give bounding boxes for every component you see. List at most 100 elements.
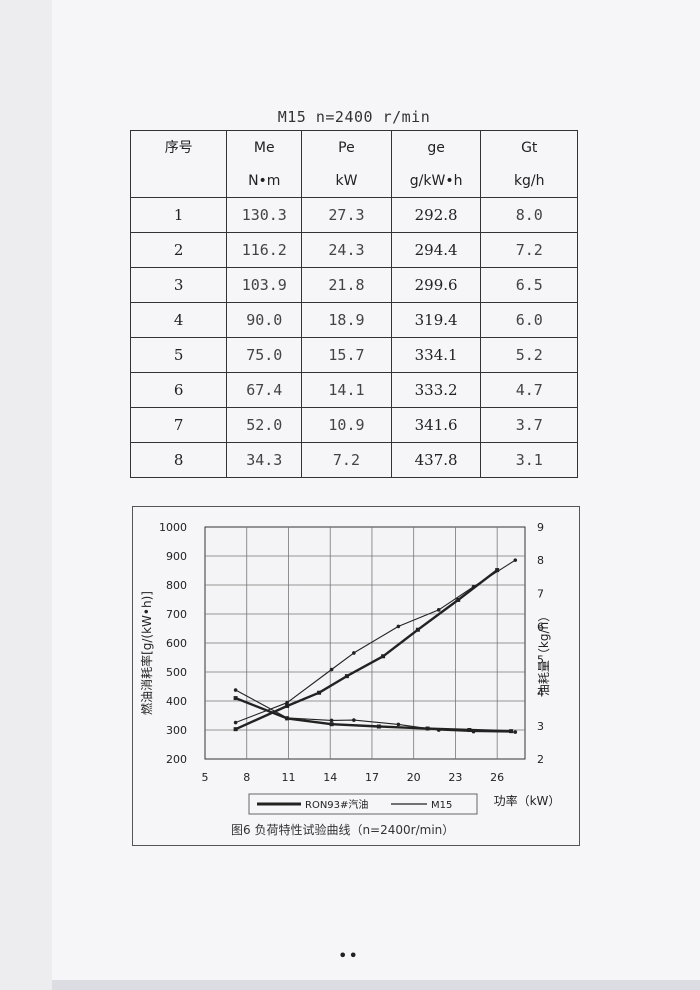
unit-pe: kW (301, 164, 392, 198)
header-pe: Pe (301, 130, 392, 164)
table-row: 4 90.0 18.9 319.4 6.0 (129, 302, 578, 338)
data-point-m15 (436, 608, 441, 612)
cell-index: 1 (129, 197, 228, 233)
data-point-m15 (471, 584, 476, 589)
data-point-m15 (513, 558, 518, 562)
cell-ge: 292.8 (390, 197, 482, 233)
cell-gt: 3.1 (480, 442, 578, 478)
x-tick-label: 14 (323, 771, 337, 784)
x-axis-label: 功率（kW） (494, 793, 561, 808)
data-point-ron93 (285, 703, 290, 708)
cell-me: 67.4 (226, 372, 303, 408)
cell-me: 90.0 (226, 302, 303, 338)
table-title: M15 n=2400 r/min (277, 108, 431, 126)
chart-legend: RON93#汽油 M15 (248, 793, 478, 815)
data-point-ron93 (329, 722, 334, 727)
data-point-m15 (329, 718, 334, 723)
data-point-m15 (233, 720, 238, 725)
data-point-ron93 (344, 674, 349, 679)
data-point-ron93 (233, 696, 238, 701)
data-point-ron93 (456, 597, 461, 602)
y-left-tick-label: 900 (166, 550, 187, 563)
data-point-ron93 (317, 690, 322, 695)
unit-ge: g/kW•h (390, 164, 482, 198)
y-right-tick-label: 9 (537, 521, 544, 534)
table-row: 2 116.2 24.3 294.4 7.2 (129, 232, 578, 268)
y-right-tick-label: 7 (537, 587, 544, 600)
series-line-ron93-right (235, 569, 498, 731)
cell-ge: 294.4 (390, 232, 482, 268)
unit-me: N•m (226, 164, 303, 198)
data-point-m15 (352, 718, 356, 722)
data-point-ron93 (381, 654, 386, 659)
data-point-ron93 (509, 729, 514, 734)
y-left-tick-label: 400 (166, 695, 187, 708)
cell-pe: 7.2 (301, 442, 392, 478)
cell-ge: 299.6 (390, 267, 482, 303)
y-right-tick-label: 8 (537, 554, 544, 567)
data-point-m15 (471, 729, 476, 734)
page-edge (0, 0, 52, 990)
cell-index: 3 (129, 267, 228, 303)
cell-me: 103.9 (226, 267, 303, 303)
unit-gt: kg/h (480, 164, 578, 198)
cell-ge: 319.4 (390, 302, 482, 338)
y-left-tick-label: 500 (166, 666, 187, 679)
cell-ge: 341.6 (390, 407, 482, 443)
table-row: 7 52.0 10.9 341.6 3.7 (129, 407, 578, 443)
cell-gt: 8.0 (480, 197, 578, 233)
data-point-ron93 (415, 627, 420, 632)
x-tick-label: 11 (281, 771, 295, 784)
cell-me: 75.0 (226, 337, 303, 373)
y-right-tick-label: 6 (537, 620, 544, 633)
load-characteristic-chart: 5 8 11 14 17 20 23 2620030040050060070080090010… (139, 521, 561, 837)
header-me: Me (226, 130, 303, 164)
cell-index: 4 (129, 302, 228, 338)
y-axis-left-label: 燃油消耗率[g/(kW•h)] (139, 591, 154, 715)
cell-index: 7 (129, 407, 228, 443)
y-right-tick-label: 2 (537, 753, 544, 766)
data-point-m15 (352, 651, 356, 655)
data-point-ron93 (495, 568, 500, 573)
table-unit-row: N•m kW g/kW•h kg/h (131, 164, 578, 198)
series-line-m15-left (235, 689, 516, 733)
chart-series (233, 558, 518, 734)
cell-pe: 18.9 (301, 302, 392, 338)
data-point-m15 (513, 730, 518, 734)
chart-ticks: 5 8 11 14 17 20 23 2620030040050060070080090010… (159, 521, 544, 784)
data-point-m15 (436, 728, 441, 732)
data-point-m15 (329, 667, 334, 672)
y-left-tick-label: 700 (166, 608, 187, 621)
table-header-row: 序号 Me Pe ge Gt (129, 130, 578, 198)
y-left-tick-label: 600 (166, 637, 187, 650)
cell-pe: 27.3 (301, 197, 392, 233)
cell-index: 2 (129, 232, 228, 268)
x-tick-label: 23 (448, 771, 462, 784)
y-right-tick-label: 5 (537, 654, 544, 667)
y-left-tick-label: 300 (166, 724, 187, 737)
cell-gt: 3.7 (480, 407, 578, 443)
data-point-m15 (233, 688, 238, 692)
data-table: 序号 Me Pe ge Gt N•m kW g/kW•h kg/h 1 130.… (129, 130, 578, 478)
x-tick-label: 5 (202, 771, 209, 784)
cell-index: 8 (129, 442, 228, 478)
table-row: 3 103.9 21.8 299.6 6.5 (129, 267, 578, 303)
cell-pe: 10.9 (301, 407, 392, 443)
cell-ge: 437.8 (390, 442, 482, 478)
data-point-m15 (285, 700, 289, 705)
data-point-m15 (396, 624, 401, 629)
cell-pe: 14.1 (301, 372, 392, 408)
legend-box (248, 793, 478, 815)
cell-gt: 5.2 (480, 337, 578, 373)
cell-me: 52.0 (226, 407, 303, 443)
header-gt: Gt (480, 130, 578, 164)
cell-index: 6 (129, 372, 228, 408)
cell-gt: 4.7 (480, 372, 578, 408)
cell-index: 5 (129, 337, 228, 373)
cell-gt: 6.0 (480, 302, 578, 338)
series-line-m15-right (235, 559, 516, 724)
y-left-tick-label: 200 (166, 753, 187, 766)
y-axis-right-label: 油耗量（kg/h） (537, 610, 551, 696)
data-point-m15 (396, 722, 401, 727)
header-index: 序号 (129, 130, 228, 198)
